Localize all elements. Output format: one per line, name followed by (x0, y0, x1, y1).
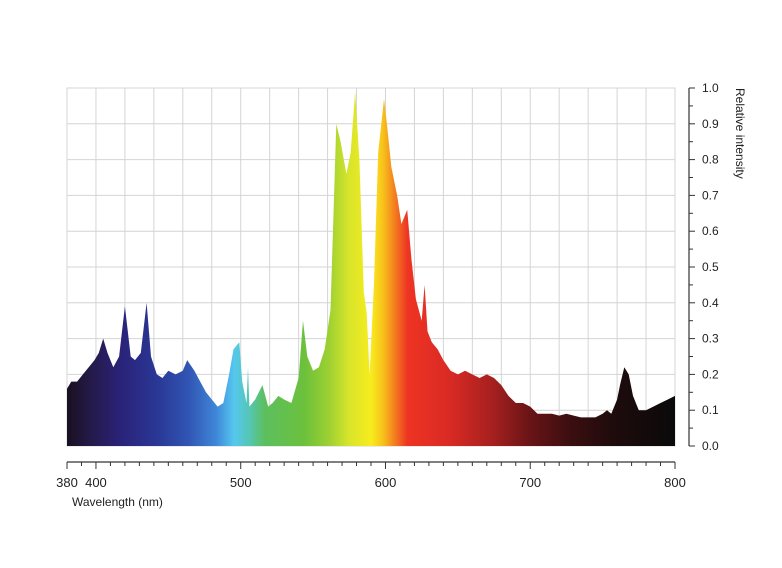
y-tick-label: 0.2 (702, 367, 719, 381)
y-axis-title: Relative intensity (733, 88, 747, 179)
x-tick-label: 500 (230, 475, 252, 490)
axes: 380 400 500 600 700 800 0.0 0.1 0.2 0.3 0.4 0.5 0.6 0… (56, 81, 719, 490)
x-tick-label: 400 (85, 475, 107, 490)
x-tick-label: 700 (519, 475, 541, 490)
y-tick-label: 0.5 (702, 260, 719, 274)
spectrum-area (67, 91, 675, 446)
y-tick-label: 1.0 (702, 81, 719, 95)
x-tick-label: 380 (56, 475, 78, 490)
y-tick-label: 0.7 (702, 188, 719, 202)
y-tick-label: 0.0 (702, 439, 719, 453)
y-tick-label: 0.3 (702, 332, 719, 346)
y-tick-label: 0.8 (702, 153, 719, 167)
x-tick-label: 600 (375, 475, 397, 490)
y-tick-label: 0.6 (702, 224, 719, 238)
x-tick-label: 800 (664, 475, 686, 490)
y-tick-label: 0.4 (702, 296, 719, 310)
y-tick-label: 0.1 (702, 403, 719, 417)
x-axis-title: Wavelength (nm) (72, 495, 163, 509)
y-tick-label: 0.9 (702, 117, 719, 131)
